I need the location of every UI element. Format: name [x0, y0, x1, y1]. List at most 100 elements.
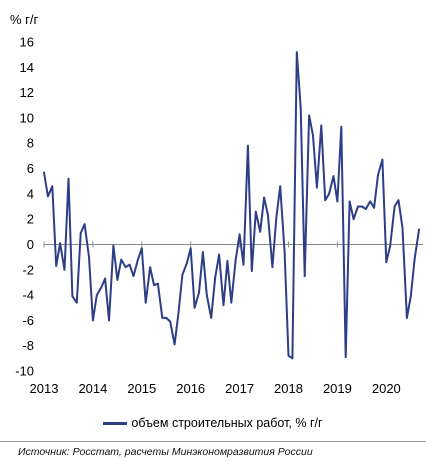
data-point	[259, 230, 262, 233]
data-point	[303, 275, 306, 277]
data-point	[210, 316, 213, 319]
data-point	[308, 114, 310, 117]
data-point	[234, 258, 237, 261]
data-point	[389, 244, 392, 247]
data-point	[92, 319, 94, 322]
data-point	[181, 273, 184, 276]
legend-swatch	[103, 421, 128, 425]
data-point	[75, 301, 78, 304]
data-point	[104, 277, 107, 280]
legend-label: объем строительных работ, % г/г	[131, 416, 323, 430]
y-tick-label: -4	[22, 288, 34, 303]
data-point	[247, 144, 249, 147]
data-point	[79, 232, 82, 234]
data-point	[67, 177, 70, 180]
y-tick-label: 6	[27, 161, 34, 176]
data-point	[393, 205, 396, 208]
data-point	[332, 175, 335, 178]
data-point	[377, 173, 379, 176]
data-point	[320, 124, 323, 127]
data-point	[315, 186, 318, 189]
data-point	[63, 268, 66, 271]
data-point	[348, 200, 351, 203]
y-tick-label: 0	[27, 237, 34, 252]
data-point	[226, 260, 229, 262]
data-point	[385, 261, 388, 264]
y-axis: 16 14 12 10 8 6 4 2 0 -2 -4 -6 -8 -10	[15, 35, 34, 379]
data-point	[397, 199, 400, 202]
data-point	[373, 206, 375, 209]
data-point	[193, 306, 196, 309]
data-point	[177, 311, 180, 314]
y-tick-label: 2	[27, 212, 34, 227]
data-point	[116, 278, 119, 281]
x-tick-label: 2020	[372, 381, 401, 396]
data-point	[100, 286, 103, 289]
legend: объем строительных работ, % г/г	[0, 414, 426, 432]
data-point	[83, 223, 86, 226]
data-point	[271, 266, 274, 269]
data-point	[144, 301, 147, 304]
data-point	[120, 258, 123, 261]
data-point	[328, 192, 331, 195]
data-point	[324, 199, 327, 202]
data-point	[340, 125, 343, 128]
data-point	[279, 185, 282, 188]
data-point	[128, 263, 131, 266]
data-point	[230, 301, 233, 304]
y-tick-label: 14	[20, 60, 34, 75]
divider	[0, 441, 426, 442]
data-point	[132, 275, 135, 277]
data-point	[418, 228, 420, 231]
data-point	[202, 251, 204, 253]
data-point	[312, 134, 314, 137]
data-point	[149, 266, 152, 269]
data-point	[214, 276, 217, 279]
x-tick-label: 2013	[30, 381, 59, 396]
data-point	[136, 258, 139, 261]
y-tick-label: -8	[22, 338, 34, 353]
data-point	[185, 262, 188, 265]
data-point	[275, 216, 278, 219]
data-point	[169, 320, 172, 323]
data-point	[95, 294, 98, 296]
x-tick-label: 2017	[225, 381, 254, 396]
data-point	[344, 356, 347, 358]
y-unit-label: % г/г	[10, 12, 39, 27]
data-point	[43, 171, 45, 174]
series-points	[43, 51, 420, 360]
y-tick-label: 4	[27, 186, 34, 201]
data-point	[352, 218, 355, 221]
data-point	[140, 247, 143, 250]
data-point	[59, 242, 62, 245]
data-point	[218, 253, 220, 256]
data-point	[263, 196, 265, 199]
data-point	[47, 195, 49, 198]
y-tick-label: -6	[22, 313, 34, 328]
x-tick-label: 2018	[274, 381, 303, 396]
data-point	[112, 244, 115, 247]
y-tick-label: 12	[20, 85, 34, 100]
data-point	[369, 200, 372, 203]
data-point	[299, 106, 302, 109]
data-point	[161, 316, 164, 319]
data-point	[108, 319, 110, 322]
data-point	[336, 200, 339, 203]
data-point	[357, 205, 359, 208]
data-point	[405, 316, 408, 319]
data-point	[267, 214, 269, 217]
series-line	[43, 51, 421, 360]
data-point	[287, 354, 290, 357]
y-tick-label: -10	[15, 364, 34, 379]
data-point	[250, 270, 253, 272]
data-point	[381, 158, 384, 161]
y-tick-label: 10	[20, 110, 34, 125]
data-point	[157, 282, 159, 285]
data-point	[283, 251, 286, 253]
y-tick-label: -2	[22, 262, 34, 277]
source-note: Источник: Росстат, расчеты Минэкономразв…	[18, 446, 313, 458]
data-point	[360, 205, 363, 208]
data-point	[409, 295, 412, 298]
data-point	[364, 208, 367, 210]
